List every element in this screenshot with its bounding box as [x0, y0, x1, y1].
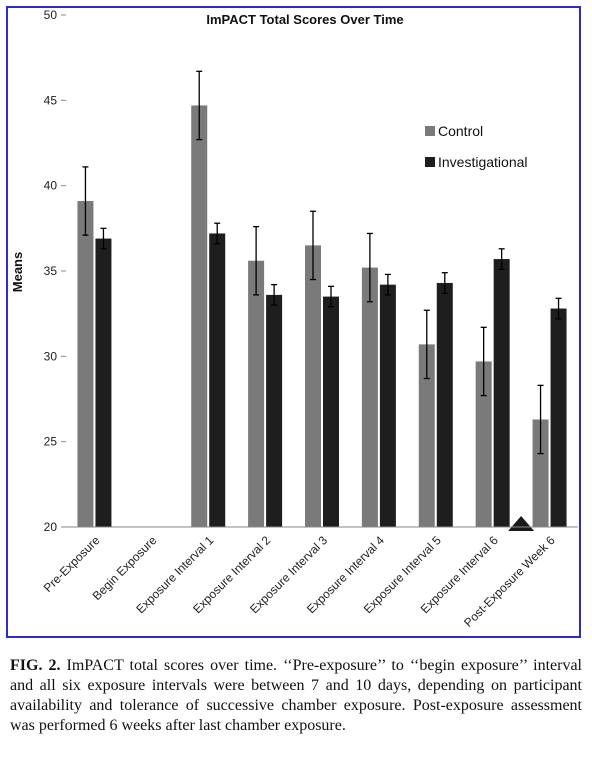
bar-investigational: [436, 282, 453, 527]
legend-swatch-control: [425, 126, 435, 136]
bar-control: [361, 267, 378, 527]
bar-control: [532, 419, 549, 527]
y-tick-label: 45: [44, 93, 58, 107]
bar-control: [191, 105, 208, 527]
x-tick-label: Pre-Exposure: [41, 533, 103, 595]
y-tick-label: 50: [44, 8, 58, 22]
y-tick-label: 35: [44, 264, 58, 278]
legend-label-investigational: Investigational: [438, 154, 528, 170]
y-tick-label: 20: [44, 520, 58, 534]
bars: [77, 70, 567, 531]
bar-control: [305, 245, 321, 527]
bar-chart: ImPACT Total Scores Over Time Means 20 25…: [10, 8, 578, 630]
bar-investigational: [379, 284, 396, 527]
y-axis-ticks: 20 25 30 35 40 45 50: [44, 8, 66, 534]
y-tick-label: 40: [44, 179, 58, 193]
y-axis-label: Means: [10, 252, 25, 292]
chart-title: ImPACT Total Scores Over Time: [206, 12, 403, 27]
bar-investigational: [209, 233, 226, 527]
caption-label: FIG. 2.: [10, 657, 61, 674]
caption-text: ImPACT total scores over time. ‘‘Pre-exp…: [10, 657, 582, 734]
bar-investigational: [266, 294, 283, 527]
bar-control: [418, 344, 435, 527]
legend-swatch-investigational: [425, 157, 435, 167]
legend: Control Investigational: [425, 123, 528, 170]
bar-investigational: [323, 296, 339, 527]
figure-caption: FIG. 2. ImPACT total scores over time. ‘‘…: [10, 656, 582, 736]
triangle-marker-icon: [508, 516, 535, 531]
y-tick-label: 25: [44, 435, 58, 449]
bar-investigational: [95, 238, 112, 527]
y-tick-label: 30: [44, 349, 58, 363]
bar-control: [475, 361, 492, 527]
bar-investigational: [550, 308, 567, 527]
bar-control: [77, 201, 94, 527]
legend-label-control: Control: [438, 123, 483, 139]
bar-investigational: [493, 259, 510, 527]
bar-control: [248, 260, 265, 527]
